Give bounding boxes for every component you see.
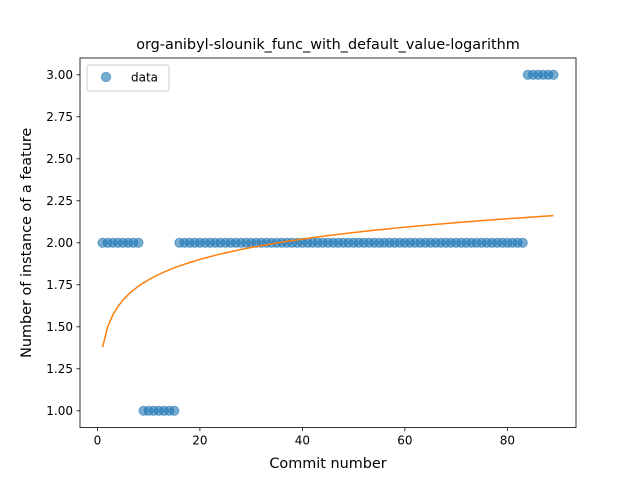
- fit-line: [101, 214, 554, 348]
- y-tick-label: 3.00: [46, 68, 73, 82]
- legend-box: [86, 64, 170, 92]
- legend-label-data: data: [131, 71, 158, 85]
- y-axis-ticks: 1.00 1.25 1.50 1.75 2.00 2.25 2.50 2.75 3.00: [46, 68, 80, 418]
- data-point: [169, 405, 180, 416]
- y-tick-label: 1.25: [46, 362, 73, 376]
- data-point: [133, 237, 144, 248]
- chart-title: org-anibyl-slounik_func_with_default_val…: [136, 37, 520, 53]
- y-tick-label: 2.00: [46, 236, 73, 250]
- y-tick-label: 1.75: [46, 278, 73, 292]
- x-tick-label: 60: [397, 434, 412, 448]
- data-point: [548, 69, 559, 80]
- y-tick-label: 2.25: [46, 194, 73, 208]
- y-tick-label: 2.50: [46, 152, 73, 166]
- x-axis-ticks: 0 20 40 60 80: [94, 427, 515, 448]
- legend: data: [86, 64, 170, 92]
- x-axis-label: Commit number: [269, 456, 386, 472]
- plot-marks: [97, 69, 559, 416]
- y-axis-label: Number of instance of a feature: [19, 128, 35, 358]
- data-point: [517, 237, 528, 248]
- x-tick-label: 20: [192, 434, 207, 448]
- y-tick-label: 2.75: [46, 110, 73, 124]
- y-tick-label: 1.50: [46, 320, 73, 334]
- y-tick-label: 1.00: [46, 404, 73, 418]
- x-tick-label: 0: [94, 434, 102, 448]
- legend-marker-data: [100, 71, 112, 83]
- x-tick-label: 80: [500, 434, 515, 448]
- x-tick-label: 40: [295, 434, 310, 448]
